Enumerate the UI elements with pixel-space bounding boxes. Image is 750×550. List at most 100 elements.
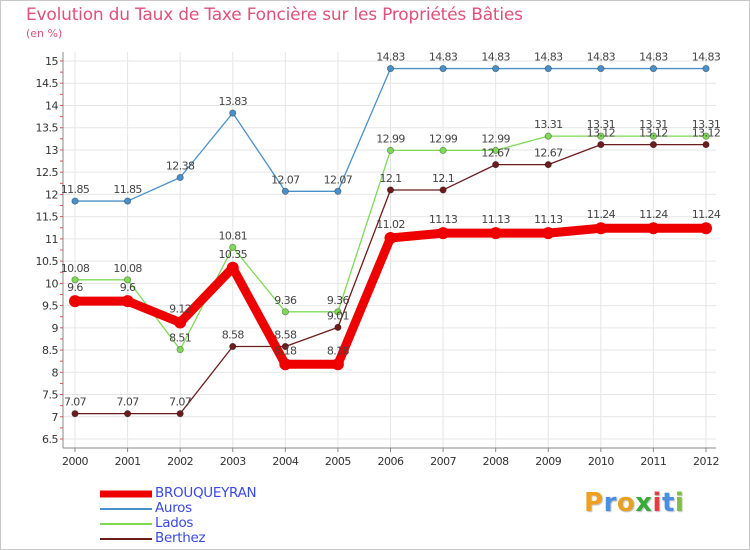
data-label-berthez-2012: 13.12 [692, 127, 721, 140]
y-tick-label-3: 8 [52, 366, 59, 379]
y-tick-label-1: 7 [52, 411, 59, 424]
data-point-auros-2007 [439, 64, 447, 73]
logo-letter-3: x [635, 488, 653, 518]
data-label-auros-2004: 12.07 [271, 173, 300, 186]
legend-swatch-auros [100, 507, 152, 510]
legend-swatch-berthez [100, 537, 152, 540]
legend-label-berthez: Berthez [155, 530, 206, 546]
x-tick-label-9: 2009 [535, 455, 561, 468]
data-label-auros-2007: 14.83 [429, 51, 458, 64]
y-tick-label-13: 13 [45, 144, 58, 157]
data-label-berthez-2011: 13.12 [639, 127, 668, 140]
data-point-lados-2004 [281, 308, 289, 316]
data-label-brouqueyran-2011: 11.24 [639, 208, 668, 221]
logo-letter-4: i [652, 488, 662, 518]
data-label-lados-2003: 10.81 [219, 229, 248, 242]
data-point-brouqueyran-2004 [279, 358, 292, 371]
data-point-lados-2008 [492, 146, 500, 154]
data-label-brouqueyran-2010: 11.24 [587, 208, 616, 221]
x-tick-label-4: 2004 [272, 455, 298, 468]
x-tick-label-11: 2011 [640, 455, 666, 468]
x-tick-label-5: 2005 [325, 455, 351, 468]
data-point-berthez-2003 [229, 342, 237, 351]
y-tick-label-16: 14.5 [36, 77, 59, 90]
data-label-brouqueyran-2005: 8.18 [327, 344, 350, 357]
chart-title: Evolution du Taux de Taxe Foncière sur l… [26, 5, 523, 25]
data-point-auros-2010 [597, 64, 605, 73]
data-point-brouqueyran-2008 [489, 227, 502, 240]
data-point-berthez-2007 [439, 186, 447, 194]
data-point-berthez-2001 [123, 410, 132, 418]
y-tick-label-8: 10.5 [36, 255, 59, 268]
data-label-lados-2002: 8.51 [169, 332, 191, 345]
data-point-auros-2003 [229, 109, 237, 117]
data-label-berthez-2006: 12.1 [379, 172, 401, 185]
data-label-auros-2000: 11.85 [61, 183, 90, 196]
data-point-brouqueyran-2003 [226, 261, 239, 274]
logo-letter-2: o [616, 488, 636, 518]
data-label-berthez-2004: 8.58 [274, 329, 297, 342]
data-label-auros-2011: 14.83 [639, 51, 668, 64]
data-label-brouqueyran-2002: 9.12 [169, 302, 191, 315]
y-tick-label-6: 9.5 [42, 300, 58, 313]
data-label-brouqueyran-2003: 10.35 [219, 248, 248, 261]
data-label-auros-2002: 12.38 [166, 160, 195, 173]
x-tick-label-6: 2006 [378, 455, 404, 468]
data-point-lados-2001 [123, 276, 132, 284]
x-tick-label-3: 2003 [220, 455, 246, 468]
y-tick-label-4: 8.5 [42, 344, 58, 357]
data-point-brouqueyran-2000 [69, 295, 81, 308]
data-point-auros-2000 [71, 197, 79, 205]
data-point-berthez-2009 [544, 161, 552, 169]
data-point-brouqueyran-2011 [647, 222, 660, 235]
data-label-brouqueyran-2012: 11.24 [692, 208, 721, 221]
data-label-auros-2003: 13.83 [219, 95, 248, 108]
y-tick-label-5: 9 [52, 322, 59, 335]
data-point-lados-2005 [334, 308, 342, 316]
data-point-auros-2011 [649, 64, 658, 73]
data-label-brouqueyran-2006: 11.02 [376, 218, 405, 231]
data-point-berthez-2012 [702, 141, 710, 149]
y-tick-label-12: 12.5 [36, 166, 59, 179]
data-point-lados-2007 [439, 146, 447, 154]
data-label-lados-2010: 13.31 [587, 118, 616, 131]
data-point-auros-2001 [123, 197, 132, 205]
data-label-berthez-2000: 7.07 [64, 396, 87, 409]
y-tick-label-0: 6.5 [42, 433, 58, 446]
data-point-lados-2000 [71, 276, 79, 284]
data-point-brouqueyran-2009 [542, 227, 555, 240]
data-label-berthez-2010: 13.12 [587, 127, 616, 140]
y-tick-label-17: 15 [45, 55, 58, 68]
data-label-lados-2005: 9.36 [327, 294, 350, 307]
y-tick-label-7: 10 [45, 277, 58, 290]
legend-swatch-lados [100, 522, 152, 525]
data-label-auros-2009: 14.83 [534, 51, 563, 64]
data-point-brouqueyran-2006 [384, 231, 397, 244]
legend-label-lados: Lados [155, 515, 194, 531]
data-label-berthez-2007: 12.1 [432, 172, 454, 185]
x-tick-label-7: 2007 [430, 455, 456, 468]
data-label-berthez-2002: 7.07 [169, 396, 192, 409]
data-point-auros-2008 [492, 64, 500, 73]
data-label-lados-2006: 12.99 [376, 132, 405, 145]
data-label-lados-2007: 12.99 [429, 132, 458, 145]
x-tick-label-12: 2012 [693, 455, 719, 468]
data-label-auros-2006: 14.83 [376, 51, 405, 64]
data-label-auros-2001: 11.85 [113, 183, 142, 196]
data-label-brouqueyran-2001: 9.6 [120, 281, 136, 294]
data-point-lados-2011 [649, 132, 658, 140]
y-axis-unit-label: (en %) [26, 27, 63, 40]
data-point-auros-2012 [702, 64, 710, 73]
data-label-brouqueyran-2007: 11.13 [429, 213, 458, 226]
data-point-berthez-2008 [492, 161, 500, 169]
logo-letter-6: i [674, 488, 685, 518]
proxiti-logo: Proxiti [584, 488, 684, 518]
data-point-berthez-2010 [597, 141, 605, 149]
data-label-berthez-2009: 12.67 [534, 147, 563, 160]
legend-swatch-brouqueyran [100, 490, 152, 497]
data-point-berthez-2002 [176, 410, 184, 418]
data-point-auros-2002 [176, 173, 184, 182]
data-point-auros-2006 [386, 64, 395, 73]
data-point-berthez-2004 [281, 342, 289, 351]
